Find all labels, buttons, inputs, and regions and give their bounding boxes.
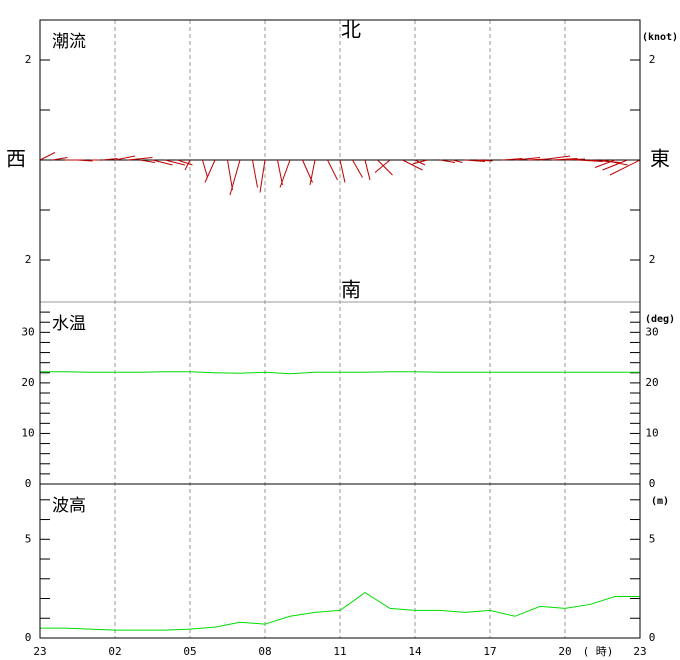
- unit-label: (m): [651, 496, 669, 507]
- unit-label: (deg): [645, 314, 675, 325]
- x-tick-label: 11: [333, 645, 346, 658]
- current-stick: [309, 159, 316, 186]
- y-tick-label: 30: [21, 325, 34, 338]
- y-tick-label: 0: [25, 477, 32, 490]
- current-stick: [139, 159, 156, 163]
- current-stick: [577, 159, 603, 162]
- unit-label: (knot): [642, 32, 678, 43]
- current-stick: [339, 159, 346, 183]
- current-stick: [594, 159, 616, 168]
- y-tick-label: 5: [649, 532, 656, 545]
- current-stick: [412, 159, 428, 165]
- y-tick-label: 2: [649, 53, 656, 66]
- current-stick: [77, 159, 93, 162]
- current-stick: [114, 155, 136, 161]
- current-stick: [402, 159, 423, 171]
- x-tick-label: 20: [558, 645, 571, 658]
- current-stick: [184, 159, 191, 171]
- x-tick-label: 14: [408, 645, 422, 658]
- current-stick: [602, 159, 628, 166]
- current-stick: [259, 159, 266, 193]
- west-label: 西: [6, 147, 26, 171]
- y-tick-label: 0: [649, 631, 656, 644]
- panel-title: 水温: [52, 314, 86, 334]
- current-stick: [277, 159, 283, 186]
- current-stick: [452, 159, 463, 163]
- y-tick-label: 10: [21, 426, 34, 439]
- y-tick-label: 0: [649, 477, 656, 490]
- y-tick-label: 5: [25, 532, 32, 545]
- current-stick: [39, 152, 56, 161]
- x-tick-label: 23: [633, 645, 646, 658]
- current-stick: [352, 159, 363, 178]
- current-stick: [279, 159, 291, 188]
- current-stick: [539, 155, 571, 161]
- x-tick-label: 05: [183, 645, 196, 658]
- current-stick: [252, 159, 258, 188]
- y-tick-label: 20: [645, 376, 658, 389]
- x-axis-label: ( 時): [583, 645, 614, 658]
- current-stick: [502, 158, 523, 161]
- x-tick-label: 02: [108, 645, 121, 658]
- plot-frame: [39, 19, 641, 639]
- current-stick: [609, 159, 641, 176]
- x-tick-label: 17: [483, 645, 496, 658]
- current-stick: [514, 157, 541, 161]
- current-stick: [102, 158, 118, 161]
- x-tick-label: 08: [258, 645, 271, 658]
- y-tick-label: 20: [21, 376, 34, 389]
- current-stick: [204, 159, 216, 183]
- current-stick: [564, 158, 586, 161]
- y-tick-label: 2: [25, 53, 32, 66]
- panel-title: 潮流: [52, 32, 86, 52]
- y-tick-label: 2: [25, 253, 32, 266]
- current-stick: [374, 159, 391, 173]
- current-stick: [229, 159, 241, 196]
- y-tick-label: 10: [645, 426, 658, 439]
- y-tick-label: 0: [25, 631, 32, 644]
- current-stick: [377, 159, 393, 176]
- current-stick: [327, 159, 338, 181]
- current-stick: [479, 159, 491, 162]
- north-label: 北: [341, 18, 361, 42]
- y-tick-label: 2: [649, 253, 656, 266]
- data-line: [40, 591, 640, 631]
- east-label: 東: [650, 147, 670, 171]
- current-stick: [602, 159, 628, 171]
- data-line: [40, 371, 640, 375]
- panel-title: 波高: [52, 496, 86, 516]
- south-label: 南: [341, 278, 361, 302]
- current-stick: [177, 159, 193, 166]
- x-tick-label: 23: [33, 645, 46, 658]
- current-stick: [227, 159, 233, 191]
- current-stick: [552, 158, 578, 161]
- current-stick: [364, 159, 371, 181]
- current-stick: [152, 159, 173, 166]
- y-tick-label: 30: [645, 325, 658, 338]
- current-stick: [127, 157, 153, 161]
- current-stick: [164, 159, 186, 166]
- current-stick: [202, 159, 208, 178]
- current-stick: [52, 157, 68, 161]
- current-stick: [439, 159, 456, 163]
